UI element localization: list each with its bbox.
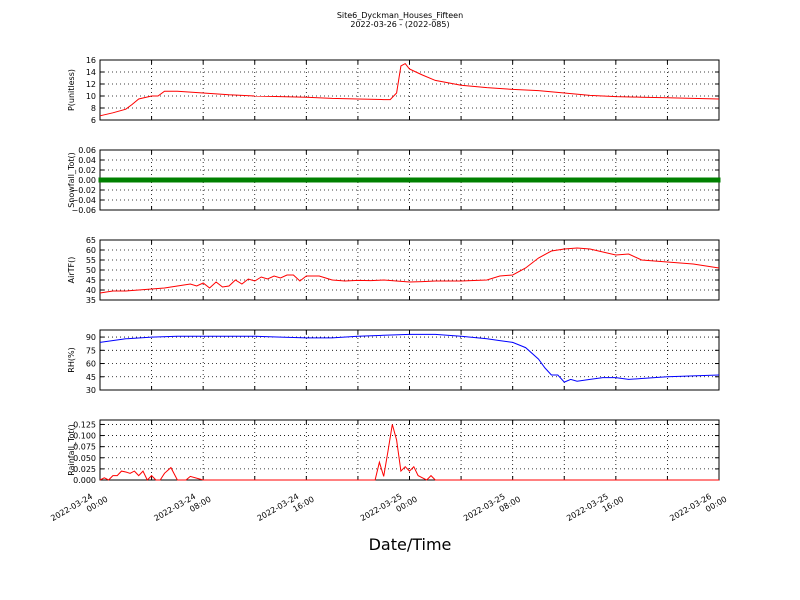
y-tick-label: −0.04 (71, 196, 96, 205)
y-tick-label: 12 (86, 80, 96, 89)
y-tick-label: 0.00 (78, 176, 96, 185)
y-tick-label: 8 (91, 104, 96, 113)
y-tick-label: 0.06 (78, 146, 96, 155)
y-tick-label: 30 (86, 386, 96, 395)
y-axis-label: Snowfall_Tot() (67, 152, 76, 208)
x-tick-label: 2022-03-2516:00 (565, 486, 625, 532)
x-tick-label: 2022-03-2500:00 (359, 486, 419, 532)
y-tick-label: 90 (86, 333, 96, 342)
y-axis-label: Rainfall_Tot() (67, 424, 76, 476)
y-tick-label: 10 (86, 92, 96, 101)
y-tick-label: 60 (86, 246, 96, 255)
series-line (99, 424, 719, 481)
y-tick-label: 60 (86, 360, 96, 369)
figure-subtitle: 2022-03-26 - (2022-085) (350, 20, 450, 29)
y-tick-label: −0.06 (71, 206, 96, 215)
figure-title: Site6_Dyckman_Houses_Fifteen (336, 11, 464, 20)
y-tick-label: 0.100 (73, 432, 96, 441)
y-tick-label: 0.075 (73, 443, 96, 452)
y-tick-label: −0.02 (71, 186, 96, 195)
series-line (99, 333, 720, 383)
series-line (99, 247, 720, 294)
x-axis-label: Date/Time (368, 535, 452, 554)
x-tick-label: 2022-03-2600:00 (668, 486, 728, 532)
y-tick-label: 0.125 (73, 420, 96, 429)
y-tick-label: 40 (86, 286, 96, 295)
x-tick-label: 2022-03-2408:00 (152, 486, 212, 532)
x-tick-label: 2022-03-2400:00 (49, 486, 109, 532)
y-tick-label: 65 (86, 236, 96, 245)
y-tick-label: 14 (86, 68, 96, 77)
y-tick-label: 55 (86, 256, 96, 265)
plot-frame (99, 419, 720, 481)
series-line (99, 62, 720, 117)
y-tick-label: 16 (86, 56, 96, 65)
y-tick-label: 75 (86, 346, 96, 355)
x-tick-label: 2022-03-2508:00 (462, 486, 522, 532)
y-tick-label: 45 (86, 373, 96, 382)
y-tick-label: 0.02 (78, 166, 96, 175)
plot-frame (99, 59, 720, 121)
y-axis-label: AirTF() (67, 257, 76, 284)
y-tick-label: 0.04 (78, 156, 96, 165)
x-tick-label: 2022-03-2416:00 (256, 486, 316, 532)
y-tick-label: 0.025 (73, 465, 96, 474)
y-tick-label: 45 (86, 276, 96, 285)
y-tick-label: 6 (91, 116, 96, 125)
y-tick-label: 50 (86, 266, 96, 275)
y-axis-label: RH(%) (67, 347, 76, 372)
y-axis-label: P(unitless) (67, 69, 76, 111)
y-tick-label: 0.000 (73, 476, 96, 485)
y-tick-label: 0.050 (73, 454, 96, 463)
y-tick-label: 35 (86, 296, 96, 305)
